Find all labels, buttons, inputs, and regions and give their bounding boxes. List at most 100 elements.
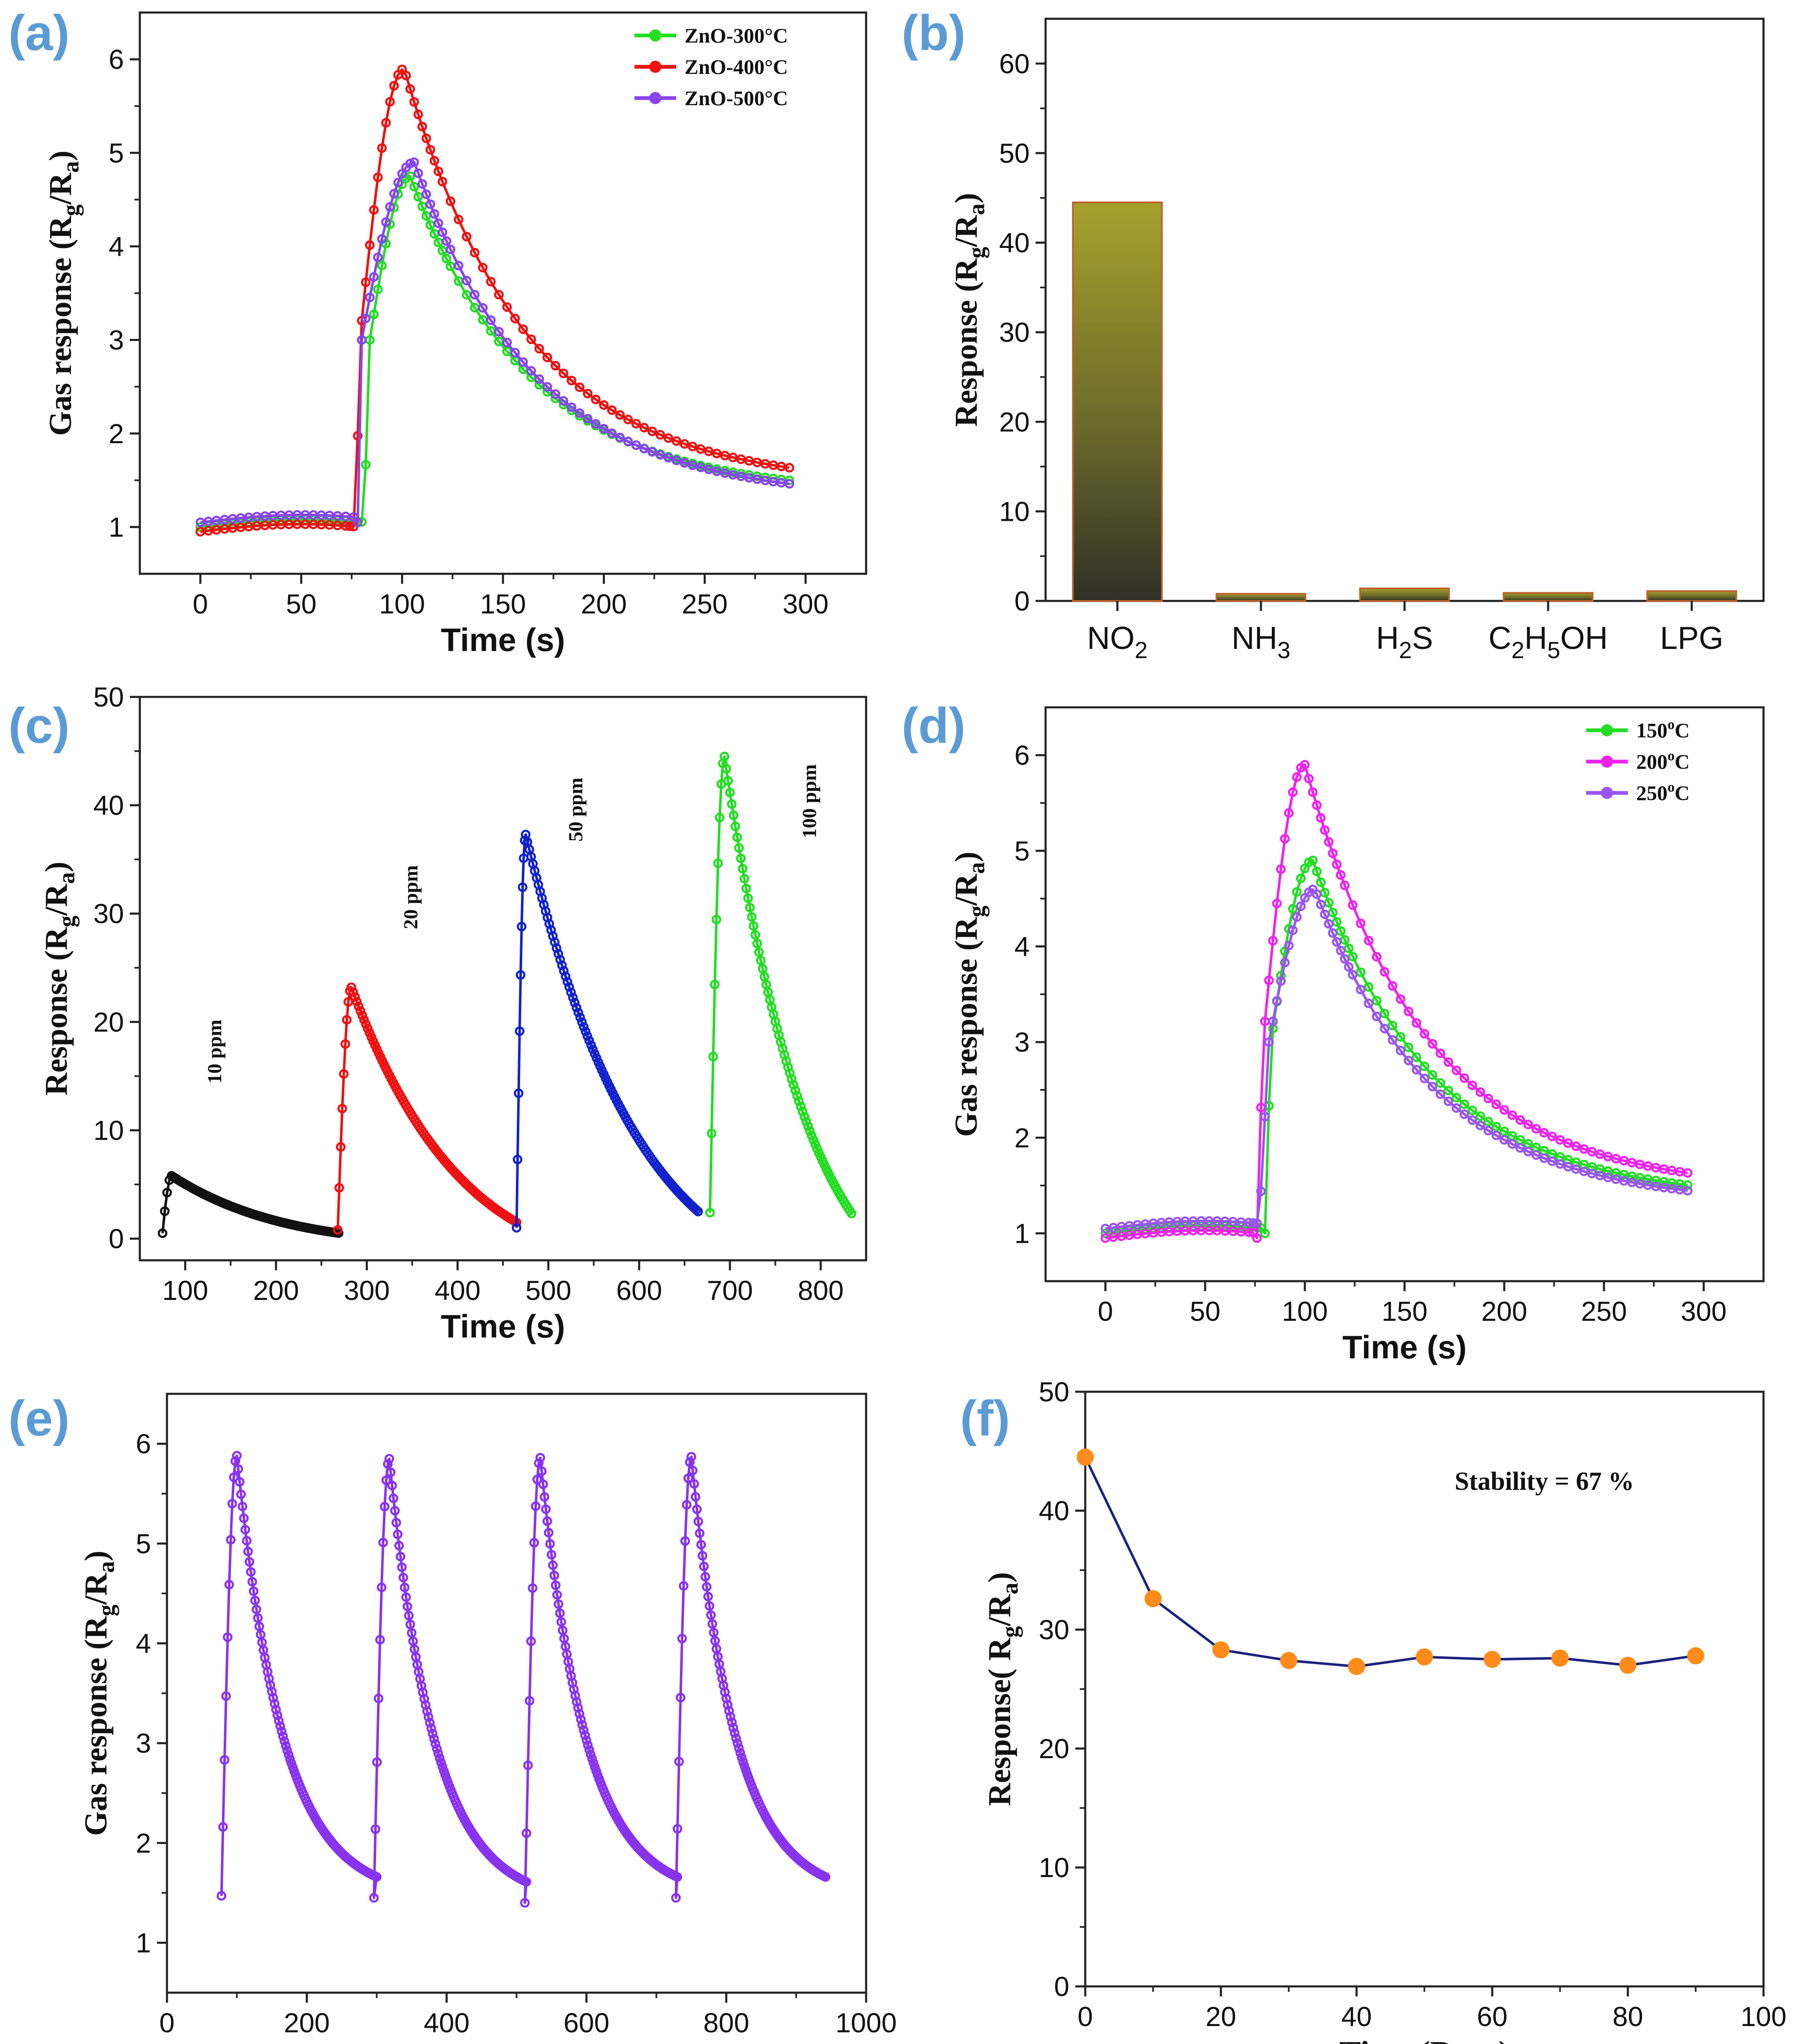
series-marker bbox=[807, 1131, 816, 1141]
series-marker bbox=[546, 1550, 556, 1559]
concentration-annotation: 10 ppm bbox=[204, 1019, 226, 1083]
series-marker bbox=[1547, 1131, 1557, 1141]
y-axis-label: Response (Rg/Ra) bbox=[949, 193, 990, 427]
series-marker bbox=[398, 1572, 408, 1582]
series-marker bbox=[1292, 887, 1302, 897]
series-marker bbox=[381, 118, 391, 128]
series-marker bbox=[1344, 962, 1354, 972]
series-marker bbox=[551, 361, 561, 371]
series-marker bbox=[250, 1595, 260, 1605]
y-tick-label: 4 bbox=[1014, 931, 1030, 962]
series-marker bbox=[571, 1003, 581, 1012]
series-marker bbox=[1435, 1048, 1445, 1058]
series-marker bbox=[424, 1712, 433, 1722]
series-marker bbox=[607, 428, 617, 438]
series-marker bbox=[1483, 1093, 1493, 1103]
series-marker bbox=[394, 1541, 404, 1551]
series-marker bbox=[417, 179, 427, 189]
series-marker bbox=[711, 914, 721, 924]
series-marker bbox=[1320, 909, 1330, 919]
series-marker bbox=[385, 202, 395, 212]
series-marker bbox=[794, 1096, 804, 1106]
series-marker bbox=[697, 1551, 707, 1561]
series-marker bbox=[586, 1040, 596, 1050]
series-marker bbox=[348, 987, 358, 997]
series-marker bbox=[1491, 1099, 1501, 1109]
series-marker bbox=[1244, 1227, 1254, 1237]
series-marker bbox=[227, 1499, 237, 1509]
series-marker bbox=[704, 447, 714, 456]
series-marker bbox=[672, 1824, 682, 1834]
series-marker bbox=[1404, 1055, 1414, 1065]
series-marker bbox=[454, 260, 464, 270]
series-marker bbox=[1276, 976, 1286, 986]
series-marker bbox=[705, 1601, 715, 1611]
series-marker bbox=[784, 475, 794, 485]
series-marker bbox=[422, 1706, 432, 1716]
series-marker bbox=[222, 1632, 232, 1642]
series-marker bbox=[220, 1755, 230, 1765]
series-marker bbox=[356, 1006, 365, 1016]
series-marker bbox=[566, 402, 576, 412]
series-marker bbox=[1260, 1112, 1270, 1122]
series-marker bbox=[1316, 899, 1326, 909]
series-marker bbox=[1459, 1109, 1469, 1119]
series-marker bbox=[369, 272, 379, 282]
series-marker bbox=[1328, 848, 1338, 858]
series-marker bbox=[1348, 900, 1358, 910]
series-marker bbox=[725, 1712, 735, 1721]
series-marker bbox=[387, 1481, 397, 1491]
series-marker bbox=[1272, 996, 1282, 1006]
series-marker bbox=[428, 1729, 437, 1739]
series-marker bbox=[1284, 941, 1294, 951]
data-point bbox=[1145, 1590, 1162, 1607]
series-marker bbox=[577, 1720, 587, 1730]
series-marker bbox=[540, 1492, 549, 1502]
panel-label: (c) bbox=[8, 698, 70, 754]
panel-label: (e) bbox=[8, 1390, 70, 1446]
series-marker bbox=[1372, 996, 1382, 1006]
series-marker bbox=[1312, 866, 1322, 876]
series-marker bbox=[733, 1738, 743, 1748]
series-marker bbox=[1332, 859, 1342, 869]
series-marker bbox=[1252, 1233, 1262, 1243]
series-marker bbox=[345, 521, 355, 531]
series-marker bbox=[1316, 813, 1326, 823]
bar bbox=[1646, 590, 1737, 602]
panel-c: (c) 100 200 300 400 500 600 700 800 0 10 20 30 40 50 Ti… bbox=[8, 681, 867, 1345]
series-marker bbox=[1412, 1065, 1422, 1075]
series-marker bbox=[404, 1610, 414, 1620]
y-tick-label: 30 bbox=[999, 317, 1030, 348]
series-marker bbox=[372, 1872, 382, 1882]
series-marker bbox=[731, 1733, 741, 1743]
series-marker bbox=[584, 1745, 594, 1755]
series-marker bbox=[386, 1467, 396, 1477]
series-marker bbox=[1332, 937, 1342, 947]
series-marker bbox=[1348, 970, 1358, 980]
series-marker bbox=[1380, 1024, 1390, 1034]
y-tick-label: 1 bbox=[136, 1927, 151, 1958]
series-marker bbox=[1515, 1143, 1525, 1153]
series-marker bbox=[270, 1699, 280, 1709]
series-marker bbox=[674, 1756, 684, 1766]
y-tick-label: 10 bbox=[1039, 1852, 1069, 1883]
data-point bbox=[1619, 1657, 1637, 1674]
x-tick-label: 200 bbox=[253, 1275, 299, 1306]
series-marker bbox=[389, 189, 399, 199]
series-marker bbox=[542, 1516, 552, 1526]
series-marker bbox=[361, 460, 371, 469]
series-marker bbox=[1288, 925, 1298, 935]
series-marker bbox=[647, 447, 657, 457]
series-marker bbox=[575, 1012, 585, 1022]
series-marker bbox=[333, 1225, 343, 1235]
y-axis-label: Gas response (Rg/Ra) bbox=[43, 151, 84, 436]
series-marker bbox=[1476, 1111, 1486, 1121]
series-marker bbox=[787, 1074, 797, 1084]
series-marker bbox=[577, 1017, 587, 1027]
series-marker bbox=[740, 874, 749, 884]
x-tick-label: 800 bbox=[703, 2007, 749, 2038]
series-marker bbox=[361, 277, 371, 287]
series-marker bbox=[425, 199, 435, 209]
series-marker bbox=[551, 389, 561, 399]
series-marker bbox=[405, 171, 415, 181]
